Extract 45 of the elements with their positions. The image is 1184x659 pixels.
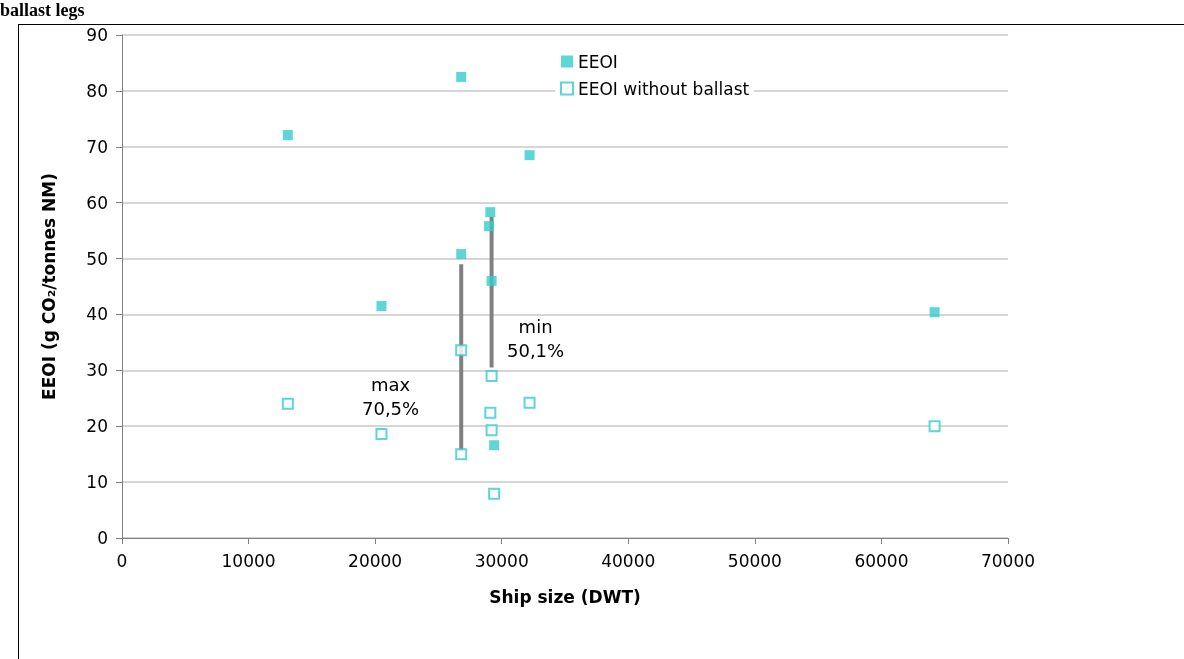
point [455,448,468,461]
point [486,275,497,286]
y-tick-label: 40 [86,304,108,325]
point [485,207,496,218]
x-tick-label: 20000 [348,550,403,571]
point [485,369,498,382]
point [455,344,468,357]
legend-label: EEOI [578,51,618,72]
point [928,420,941,433]
x-tick-label: 30000 [474,550,529,571]
legend-label: EEOI without ballast [578,78,750,99]
y-tick-label: 70 [86,136,108,157]
point [489,440,500,451]
x-tick-label: 60000 [854,550,909,571]
x-tick-label: 50000 [727,550,782,571]
x-tick-label: 70000 [980,550,1036,571]
y-tick-label: 60 [86,192,108,213]
point [484,406,497,419]
point [456,71,467,82]
point [282,130,293,141]
y-tick-label: 20 [86,416,108,437]
annotation: min 50,1% [507,315,565,361]
y-axis-title: EEOI (g CO₂/tonnes NM) [38,173,59,400]
point [488,487,501,500]
x-tick-label: 10000 [221,550,276,571]
point [375,428,388,441]
point [456,249,467,260]
x-axis-title: Ship size (DWT) [489,586,641,607]
annotation: max 70,5% [362,373,420,419]
point [929,307,940,318]
x-tick-label: 0 [116,550,128,571]
y-tick-label: 10 [86,472,108,493]
y-tick-label: 0 [97,528,108,548]
y-tick-label: 80 [86,80,108,101]
point [524,150,535,161]
point [376,301,387,312]
point [484,221,495,232]
y-tick-label: 30 [86,360,108,381]
point [281,397,294,410]
point [523,396,536,409]
x-tick-label: 40000 [601,550,656,571]
y-tick-label: 50 [86,248,108,269]
point [485,424,498,437]
chart-title: ballast legs [0,0,85,21]
y-tick-label: 90 [86,25,108,45]
